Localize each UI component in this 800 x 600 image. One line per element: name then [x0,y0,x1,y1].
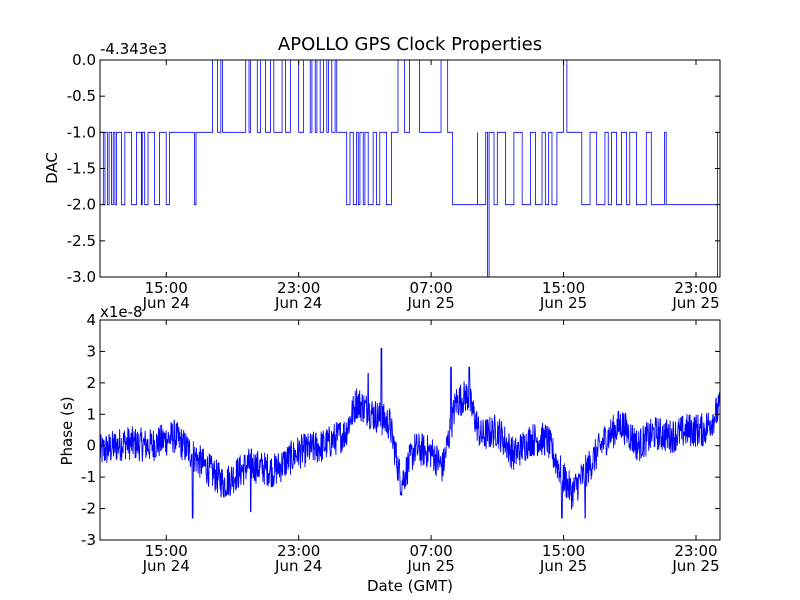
phase-offset-text: x1e-8 [100,303,143,321]
y-tick-label: -2.5 [67,232,96,250]
phase-ylabel: Phase (s) [58,396,76,465]
x-tick-label-date: Jun 25 [671,557,719,575]
dac-ylabel: DAC [43,152,61,184]
y-tick-label: -1.5 [67,160,96,178]
axes-frame [99,319,721,541]
y-tick-label: 4 [86,311,96,329]
x-tick-label-time: 15:00 [542,542,585,560]
y-tick-label: -1.0 [67,123,96,141]
x-tick-label-date: Jun 25 [539,557,587,575]
x-tick-label-date: Jun 24 [142,557,190,575]
y-tick-label: 0 [86,437,96,455]
x-tick-label-time: 07:00 [409,279,452,297]
x-tick-label-date: Jun 24 [274,557,322,575]
series-line [100,60,720,277]
x-tick-label-time: 15:00 [542,279,585,297]
x-tick-label-date: Jun 25 [406,557,454,575]
y-tick-label: -2 [81,500,96,518]
figure-title: APOLLO GPS Clock Properties [278,34,542,55]
y-tick-label: 1 [86,405,96,423]
y-tick-label: 0.0 [72,51,96,69]
x-tick-label-time: 15:00 [145,279,188,297]
x-tick-label-date: Jun 25 [406,294,454,312]
y-tick-label: -1 [81,468,96,486]
x-axis-label: Date (GMT) [367,577,453,595]
dac-axes: -4.343e3 DAC 0.0 -0.5 -1.0 -1.5 -2.0 -2.5 -3.0… [43,40,721,312]
y-tick-label: -0.5 [67,87,96,105]
x-tick-label-time: 07:00 [409,542,452,560]
x-tick-label-date: Jun 24 [274,294,322,312]
x-tick-label-time: 23:00 [674,279,717,297]
y-tick-label: -3.0 [67,268,96,286]
series-line [100,347,720,519]
x-tick-label-time: 23:00 [277,542,320,560]
dac-offset-text: -4.343e3 [100,40,167,58]
x-tick-label-time: 15:00 [145,542,188,560]
y-tick-label: -3 [81,531,96,549]
x-tick-label-time: 23:00 [674,542,717,560]
y-tick-label: 3 [86,342,96,360]
y-tick-label: 2 [86,374,96,392]
x-tick-label-date: Jun 25 [539,294,587,312]
x-tick-label-date: Jun 24 [142,294,190,312]
y-tick-label: -2.0 [67,196,96,214]
x-tick-label-time: 23:00 [277,279,320,297]
x-tick-label-date: Jun 25 [671,294,719,312]
